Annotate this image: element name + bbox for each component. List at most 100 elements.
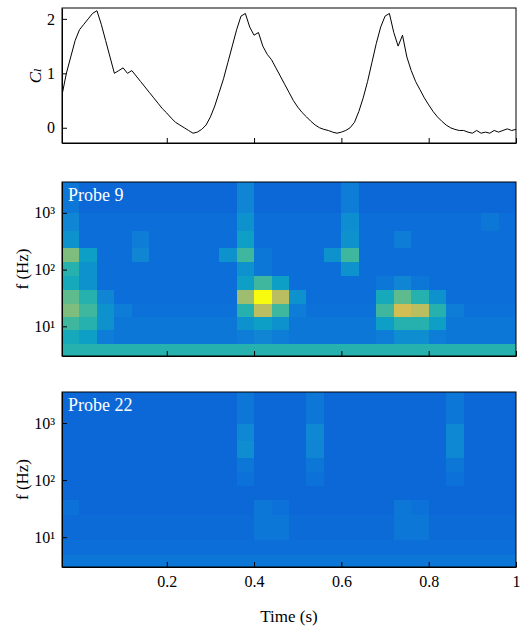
cell: [149, 457, 167, 472]
cell: [481, 329, 499, 344]
cell: [289, 540, 307, 555]
cell: [394, 514, 412, 527]
cell: [167, 289, 185, 304]
cell: [411, 213, 429, 231]
cell: [184, 527, 202, 540]
cell: [237, 261, 255, 275]
cell: [114, 261, 132, 275]
cell: [324, 213, 342, 231]
cell: [306, 275, 324, 290]
cell: [289, 527, 307, 540]
cell: [464, 304, 482, 317]
x-tick: 0.2: [157, 562, 177, 590]
cell: [429, 527, 447, 540]
cell: [376, 486, 394, 501]
y-tick-mark: [62, 213, 67, 214]
cell: [359, 182, 377, 213]
cell: [411, 230, 429, 248]
cell: [359, 514, 377, 527]
cell: [272, 486, 290, 501]
cell: [394, 275, 412, 290]
cell: [481, 540, 499, 555]
cell: [359, 261, 377, 275]
cell: [499, 500, 516, 515]
cell: [499, 472, 516, 486]
cell: [499, 554, 516, 567]
cell: [62, 213, 80, 231]
cell: [376, 500, 394, 515]
cell: [324, 329, 342, 344]
cell: [132, 392, 150, 424]
cell: [272, 457, 290, 472]
x-tick-mark: [254, 138, 255, 143]
cell: [499, 289, 516, 304]
cell: [149, 261, 167, 275]
cell: [254, 247, 272, 262]
cell: [394, 423, 412, 441]
cell: [237, 423, 255, 441]
cell: [499, 261, 516, 275]
cell: [149, 440, 167, 458]
cell: [341, 247, 359, 262]
cell: [97, 275, 115, 290]
cell: [97, 289, 115, 304]
cell: [272, 540, 290, 555]
cell: [394, 486, 412, 501]
cell: [429, 261, 447, 275]
cell: [219, 472, 237, 486]
cell: [359, 392, 377, 424]
cell: [446, 527, 464, 540]
cell: [394, 316, 412, 329]
y-tick-mark: [62, 73, 67, 74]
cell: [219, 457, 237, 472]
cell: [79, 275, 97, 290]
cell: [167, 230, 185, 248]
cell: [184, 423, 202, 441]
cell: [306, 230, 324, 248]
cell: [324, 514, 342, 527]
x-tick-mark: [167, 351, 168, 356]
cell: [219, 329, 237, 344]
cell: [464, 213, 482, 231]
cell: [202, 500, 220, 515]
cell: [464, 182, 482, 213]
cell: [359, 554, 377, 567]
cell: [237, 472, 255, 486]
cell: [411, 486, 429, 501]
cell: [184, 554, 202, 567]
cell: [376, 213, 394, 231]
cell: [272, 289, 290, 304]
cell: [79, 289, 97, 304]
cell: [202, 486, 220, 501]
cell: [376, 329, 394, 344]
cell: [167, 304, 185, 317]
cell: [167, 527, 185, 540]
cell: [464, 261, 482, 275]
y-axis-line: [62, 393, 63, 568]
panel-title: Probe 9: [68, 185, 124, 205]
cell: [62, 457, 80, 472]
cell: [132, 486, 150, 501]
cell: [79, 514, 97, 527]
cell: [219, 514, 237, 527]
cell: [149, 500, 167, 515]
cell: [132, 343, 150, 356]
cell: [132, 213, 150, 231]
cell: [341, 554, 359, 567]
cell: [481, 392, 499, 424]
x-axis-title: Time (s): [260, 607, 317, 626]
cell: [341, 329, 359, 344]
cell: [149, 472, 167, 486]
cell: [376, 261, 394, 275]
cell: [394, 182, 412, 213]
cell: [272, 261, 290, 275]
cell: [289, 343, 307, 356]
cell: [97, 329, 115, 344]
cell: [149, 423, 167, 441]
cell: [237, 275, 255, 290]
cell: [341, 514, 359, 527]
cell: [167, 247, 185, 262]
cell: [289, 500, 307, 515]
cell: [219, 500, 237, 515]
cell: [341, 486, 359, 501]
